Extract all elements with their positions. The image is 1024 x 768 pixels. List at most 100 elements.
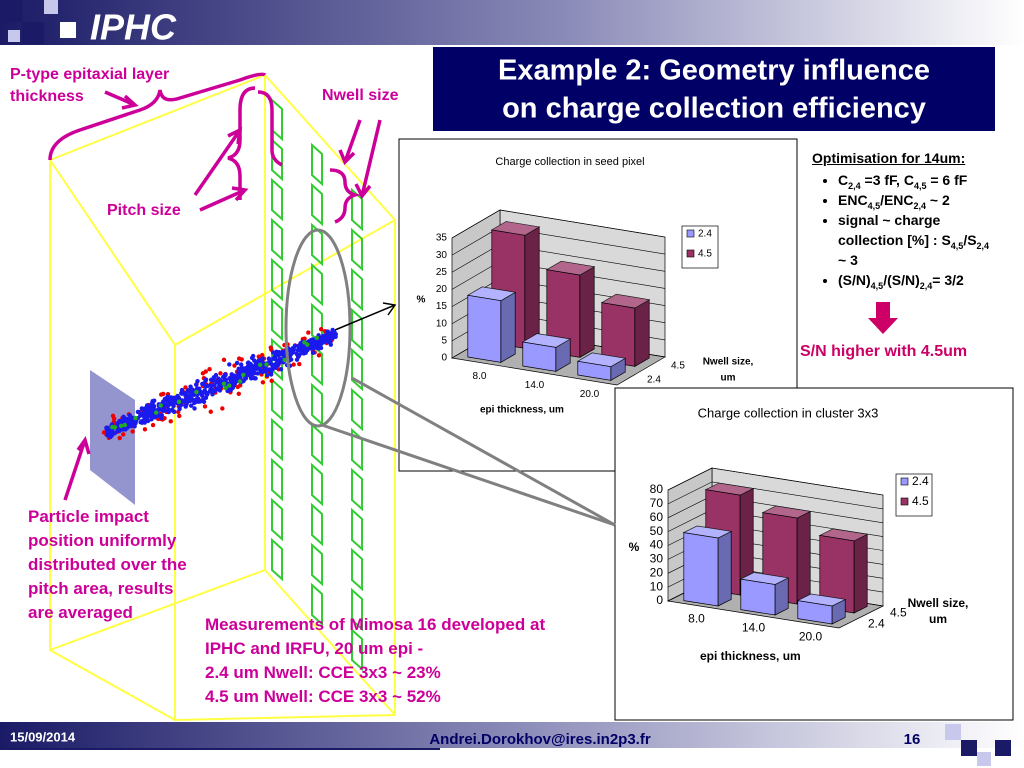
hit <box>227 362 232 367</box>
hit <box>166 409 171 415</box>
x-tick-label: 8.0 <box>688 612 705 626</box>
hit <box>127 419 132 424</box>
hit <box>188 403 194 408</box>
nwell-pad <box>311 462 323 507</box>
bullet-text: ~ 3 <box>838 252 858 268</box>
hit <box>235 384 240 390</box>
hit <box>179 387 185 393</box>
hit <box>208 409 213 414</box>
title-line: Example 2: Geometry influence <box>498 55 930 87</box>
hit <box>256 358 261 363</box>
nwell-pad <box>311 262 323 307</box>
y-tick-label: 25 <box>436 267 448 278</box>
nwell-pad <box>271 217 283 262</box>
hit <box>236 391 241 396</box>
nwell-pad <box>311 382 323 427</box>
nwell-pad <box>311 142 323 187</box>
hit <box>129 422 135 428</box>
y-tick-label: 80 <box>650 482 664 496</box>
hit <box>255 371 260 376</box>
bar-side-shade <box>555 339 571 372</box>
hit <box>205 383 211 389</box>
hit <box>295 343 301 349</box>
hit <box>217 377 222 382</box>
y-tick-label: 30 <box>650 552 664 566</box>
hit <box>118 423 124 429</box>
brace <box>329 168 362 224</box>
hit <box>278 351 283 356</box>
hit <box>251 364 257 369</box>
hit <box>260 369 265 375</box>
box-edge <box>49 159 176 346</box>
hit <box>145 405 151 411</box>
hit <box>200 393 205 399</box>
hit <box>323 338 328 344</box>
subscript: 2,4 <box>919 280 933 291</box>
hit <box>210 392 215 397</box>
hit <box>207 367 212 372</box>
hit <box>294 351 300 357</box>
hit <box>218 371 223 376</box>
hit <box>197 386 202 391</box>
hit <box>289 347 294 353</box>
zoom-lines <box>284 228 616 527</box>
depth-tick-label: 4.5 <box>890 606 907 620</box>
hit <box>189 391 194 396</box>
hit <box>167 402 173 407</box>
hit <box>302 340 307 345</box>
nwell-pad <box>311 502 323 547</box>
arrow <box>193 126 243 196</box>
hit <box>183 393 189 398</box>
hit <box>301 344 307 350</box>
y-tick-label: 70 <box>650 496 664 510</box>
bar <box>740 578 776 616</box>
hit <box>260 352 265 358</box>
legend-label: 2.4 <box>698 229 712 240</box>
notes-heading: Optimisation for 14um: <box>812 150 966 166</box>
bar-side-shade <box>832 599 846 624</box>
hit <box>131 419 136 424</box>
hit <box>173 399 178 404</box>
nwell-pad <box>311 422 323 467</box>
bar-side-shade <box>634 299 650 367</box>
brace <box>227 86 256 200</box>
charts: Charge collection in seed pixel 0 5 10 15 20 2… <box>398 138 1014 721</box>
annotation-arrows <box>48 72 382 501</box>
nwell-label: Nwell size <box>322 87 399 104</box>
bar-top-shade <box>467 286 516 301</box>
hit <box>200 371 206 376</box>
nwell-pad <box>271 297 283 342</box>
hit <box>315 340 320 345</box>
arrow <box>104 90 139 110</box>
nwell-pad <box>271 537 283 582</box>
down-arrow <box>868 302 898 334</box>
subscript: 2,4 <box>848 180 861 191</box>
hit <box>275 362 281 368</box>
text-line: thickness <box>10 88 84 105</box>
nwell-pad <box>351 347 363 392</box>
x-tick-label: 8.0 <box>473 371 487 382</box>
bullet: ENC4,5/ENC2,4 ~ 2 <box>838 190 998 210</box>
footer-band <box>0 722 1024 748</box>
subscript: 2,4 <box>913 200 927 211</box>
hit <box>184 399 190 404</box>
bullet-text: = 3/2 <box>932 272 964 288</box>
nwell-pad <box>351 627 363 672</box>
subscript: 4,5 <box>950 240 964 251</box>
nwell-pad <box>271 137 283 182</box>
bar <box>577 360 612 381</box>
hit <box>164 402 169 407</box>
text-line: P-type epitaxial layer <box>10 66 170 83</box>
nwell-pad <box>351 587 363 632</box>
nwell-pad <box>271 417 283 462</box>
zoom-ellipse <box>284 228 352 428</box>
footer-date: 15/09/2014 <box>10 729 76 744</box>
bar <box>797 600 833 625</box>
hit <box>167 396 172 402</box>
hit <box>195 378 200 384</box>
bullet: (S/N)4,5/(S/N)2,4= 3/2 <box>838 270 998 290</box>
hit <box>278 367 284 372</box>
nwell-pad <box>351 307 363 352</box>
